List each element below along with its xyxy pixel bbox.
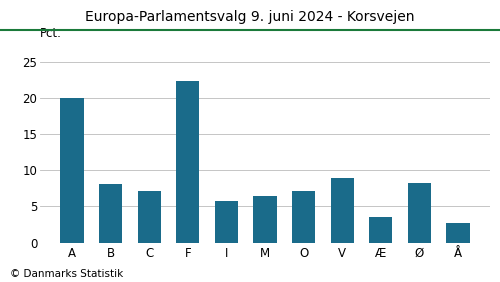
Text: © Danmarks Statistik: © Danmarks Statistik <box>10 269 123 279</box>
Bar <box>330 178 354 243</box>
Bar <box>215 201 238 243</box>
Text: Pct.: Pct. <box>40 27 62 40</box>
Bar <box>176 81 200 243</box>
Bar <box>292 191 315 243</box>
Bar <box>99 184 122 243</box>
Bar <box>446 223 469 243</box>
Text: Europa-Parlamentsvalg 9. juni 2024 - Korsvejen: Europa-Parlamentsvalg 9. juni 2024 - Kor… <box>85 10 415 24</box>
Bar <box>60 98 84 243</box>
Bar <box>254 196 276 243</box>
Bar <box>369 217 392 243</box>
Bar <box>408 183 431 243</box>
Bar <box>138 191 161 243</box>
